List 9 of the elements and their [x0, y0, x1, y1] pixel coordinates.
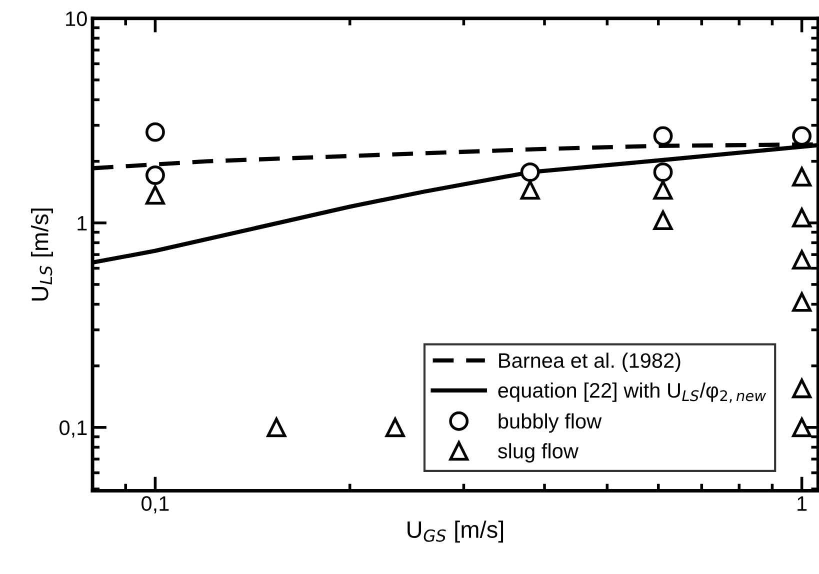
legend-label: slug flow	[498, 443, 579, 463]
legend-label: bubbly flow	[498, 413, 602, 433]
y-tick-label: 0,1	[60, 420, 87, 438]
legend-label: Barnea et al. (1982)	[499, 352, 680, 372]
y-tick-label: 10	[66, 11, 87, 26]
y-axis-title: U$_{LS}$ [m/s]	[30, 208, 53, 300]
y-tick-label: 1	[78, 216, 87, 230]
x-axis-title: U$_{GS}$ [m/s]	[408, 520, 504, 543]
legend-label: equation [22] with U$_{LS}$/φ$_{2,new}$	[498, 382, 766, 403]
